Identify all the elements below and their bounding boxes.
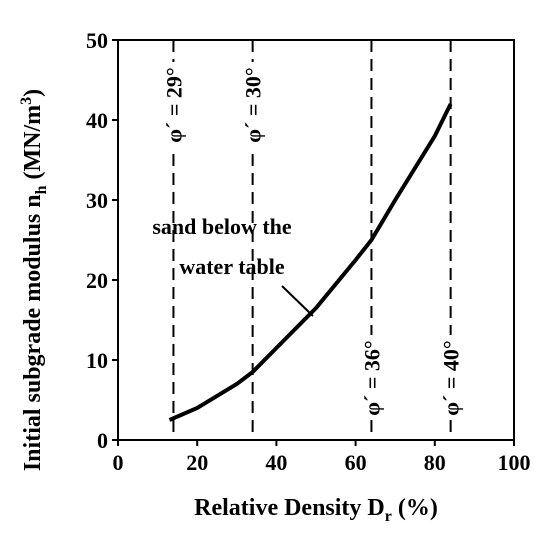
y-label-text: )	[20, 89, 46, 97]
y-tick-label: 0	[97, 428, 108, 453]
x-label-text: Relative Density D	[194, 495, 385, 521]
x-tick-label: 20	[186, 450, 208, 475]
leader-line	[281, 285, 314, 317]
reference-label: φ´ = 30°	[241, 67, 266, 142]
y-tick-label: 50	[86, 28, 108, 53]
x-tick-label: 100	[498, 450, 531, 475]
label-bg	[160, 62, 187, 147]
annotation-line: sand below the	[152, 214, 292, 239]
y-label-sup: 3	[18, 97, 35, 105]
x-label-text: (%)	[392, 495, 438, 521]
y-tick-label: 10	[86, 348, 108, 373]
y-tick-label: 20	[86, 268, 108, 293]
y-tick-label: 40	[86, 108, 108, 133]
y-label-text: Initial subgrade modulus n	[20, 194, 46, 471]
x-tick-label: 40	[265, 450, 287, 475]
label-bg	[437, 335, 464, 420]
annotation: sand below the water table	[152, 214, 292, 279]
x-tick-label: 80	[424, 450, 446, 475]
y-label-text: (MN/m	[20, 105, 46, 186]
y-tick-label: 30	[86, 188, 108, 213]
plot-frame	[117, 39, 515, 441]
x-tick-label: 0	[113, 450, 124, 475]
annotation-line: water table	[179, 254, 285, 279]
x-label-sub: r	[385, 508, 392, 525]
reference-label: φ´ = 36°	[359, 340, 384, 415]
x-tick-label: 60	[345, 450, 367, 475]
label-bg	[239, 62, 266, 147]
y-label-sub: h	[33, 185, 50, 194]
reference-label: φ´ = 40°	[439, 340, 464, 415]
y-axis-label: Initial subgrade modulus nh (MN/m3)	[18, 89, 50, 471]
curve	[168, 103, 453, 422]
label-bg	[358, 335, 385, 420]
reference-label: φ´ = 29°	[161, 67, 186, 142]
x-axis-label: Relative Density Dr (%)	[194, 495, 438, 525]
